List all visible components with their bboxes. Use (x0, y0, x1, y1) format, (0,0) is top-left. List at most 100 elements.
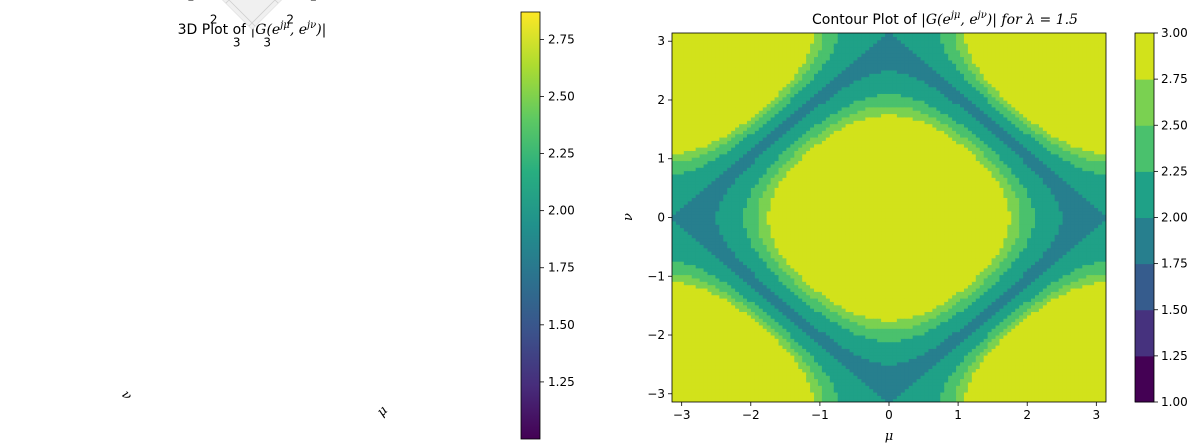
contour-cell (770, 395, 776, 400)
contour-cell (758, 163, 764, 168)
contour-cell (695, 271, 701, 276)
contour-cell (758, 197, 764, 202)
contour-cell (672, 348, 677, 353)
contour-cell (754, 66, 760, 71)
contour-cell (743, 147, 748, 151)
contour-cell (743, 324, 748, 329)
contour-cell (754, 257, 760, 262)
contour-cell (743, 257, 748, 262)
contour-cell (711, 287, 716, 292)
contour-cell (735, 244, 740, 249)
contour-cell (719, 391, 724, 396)
contour-cell (683, 324, 689, 329)
contour-cell (715, 334, 720, 339)
contour-cell (687, 311, 693, 316)
contour-cell (758, 381, 764, 386)
contour-cell (762, 204, 768, 209)
contour-cell (743, 153, 748, 158)
contour-cell (746, 106, 752, 111)
contour-cell (703, 207, 709, 212)
contour-cell (711, 96, 716, 101)
contour-cell (758, 103, 764, 108)
contour-cell (766, 261, 772, 266)
contour-cell (691, 46, 697, 51)
contour-cell (762, 341, 768, 346)
contour-cell (739, 36, 744, 41)
contour-cell (766, 230, 772, 235)
contour-cell (746, 157, 752, 162)
contour-cell (707, 110, 713, 115)
contour-cell (707, 63, 713, 68)
contour-cell (746, 46, 752, 51)
contour-cell (774, 150, 780, 155)
contour-cell (699, 381, 705, 386)
contour-cell (770, 358, 776, 363)
contour-cell (703, 187, 709, 192)
contour-cell (778, 355, 784, 359)
contour-cell (731, 328, 736, 333)
contour-cell (731, 59, 736, 64)
contour-cell (711, 301, 716, 306)
contour-cell (711, 36, 716, 41)
contour-cell (735, 311, 740, 316)
contour-cell (672, 190, 677, 195)
contour-cell (707, 224, 713, 229)
contour-cell (770, 371, 776, 376)
contour-cell (743, 194, 748, 198)
contour-cell (762, 365, 768, 370)
contour-cell (675, 304, 681, 309)
contour-cell (723, 69, 728, 74)
contour-cell (715, 133, 720, 138)
contour-cell (770, 277, 776, 282)
contour-cell (770, 204, 776, 209)
contour-cell (778, 371, 784, 376)
contour-cell (774, 126, 780, 131)
contour-cell (746, 56, 752, 61)
contour-cell (723, 100, 728, 105)
contour-cell (782, 261, 788, 266)
contour-cell (691, 311, 697, 316)
contour-cell (774, 120, 780, 125)
contour-cell (778, 311, 784, 316)
contour-cell (707, 328, 713, 333)
contour-cell (707, 294, 713, 299)
contour-cell (743, 251, 748, 255)
contour-cell (739, 157, 744, 162)
contour-cell (746, 234, 752, 239)
contour-cell (770, 331, 776, 336)
contour-cell (699, 308, 705, 313)
contour-cell (766, 304, 772, 309)
contour-cell (675, 291, 681, 296)
contour-cell (707, 230, 713, 235)
contour-cell (746, 294, 752, 299)
contour-cell (735, 36, 740, 41)
contour-cell (695, 257, 701, 262)
contour-cell (766, 66, 772, 71)
contour-cell (782, 358, 788, 363)
contour-cell (731, 371, 736, 376)
contour-cell (766, 197, 772, 202)
contour-cell (770, 375, 776, 380)
contour-cell (754, 240, 760, 245)
contour-cell (687, 395, 693, 400)
contour-cell (770, 398, 776, 402)
contour-cell (672, 261, 677, 266)
contour-cell (731, 93, 736, 98)
contour-cell (735, 69, 740, 74)
contour-cell (727, 291, 732, 296)
contour-cell (695, 274, 701, 279)
contour-cell (782, 378, 788, 383)
contour-cell (675, 251, 681, 255)
contour-cell (707, 284, 713, 289)
contour-cell (758, 190, 764, 195)
contour-cell (754, 150, 760, 155)
contour-cell (766, 36, 772, 41)
contour-cell (699, 120, 705, 125)
contour-cell (762, 267, 768, 272)
contour-cell (735, 395, 740, 400)
contour-cell (746, 355, 752, 359)
contour-cell (770, 147, 776, 151)
contour-cell (707, 298, 713, 302)
contour-cell (683, 247, 689, 252)
contour-cell (679, 36, 685, 41)
